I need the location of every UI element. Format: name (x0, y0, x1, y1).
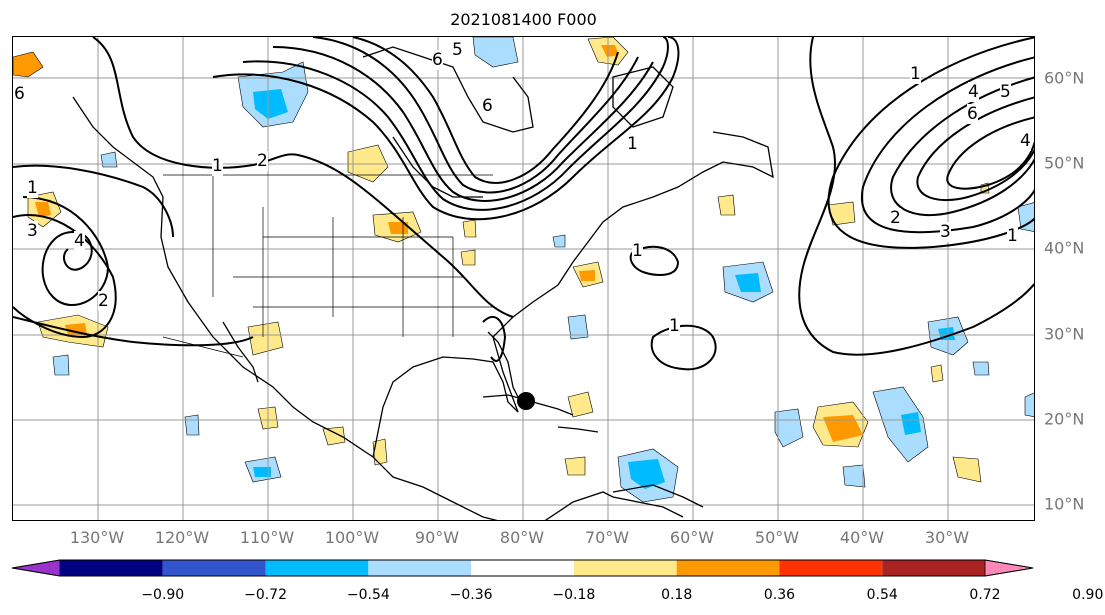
latitude-label: 10°N (1044, 494, 1085, 514)
longitude-label: 70°W (584, 528, 630, 547)
longitude-label: 100°W (324, 528, 380, 547)
longitude-label: 90°W (414, 528, 460, 547)
longitude-label: 120°W (154, 528, 210, 547)
storm-center-marker (517, 392, 535, 410)
coastlines (72, 46, 774, 520)
map-canvas (13, 37, 1034, 520)
positive-anomaly-fills (13, 37, 990, 483)
colorbar-tick-label: 0.18 (661, 587, 693, 603)
colorbar-tick-label: −0.54 (346, 587, 390, 603)
longitude-label: 110°W (239, 528, 295, 547)
latitude-label: 60°N (1044, 68, 1085, 88)
latitude-label: 50°N (1044, 153, 1085, 173)
colorbar-cell (471, 560, 574, 576)
colorbar-tick-label: −0.90 (141, 587, 185, 603)
longitude-label: 40°W (839, 528, 885, 547)
colorbar-cell (368, 560, 472, 576)
colorbar-tick-label: 0.72 (969, 587, 1001, 603)
colorbar-cell (162, 560, 266, 576)
colorbar-cell (573, 560, 677, 576)
colorbar-cell (882, 560, 985, 576)
colorbar-tick-label: 0.54 (866, 587, 898, 603)
colorbar-tick-label: −0.18 (552, 587, 596, 603)
colorbar-cell (265, 560, 369, 576)
colorbar-outline (11, 559, 1034, 577)
colorbar-tick-label: −0.36 (449, 587, 493, 603)
colorbar-cell (60, 560, 163, 576)
latitude-label: 40°N (1044, 238, 1085, 258)
colorbar-tick-label: −0.72 (244, 587, 287, 603)
latitude-label: 30°N (1044, 324, 1085, 344)
colorbar-tick-label: 0.36 (763, 587, 796, 603)
contour-lines (13, 37, 1034, 371)
colorbar-tick-label: 0.90 (1072, 587, 1104, 603)
map-title: 2021081400 F000 (450, 10, 597, 29)
colorbar (11, 559, 1034, 577)
latitude-label: 20°N (1044, 409, 1085, 429)
longitude-label: 30°W (924, 528, 970, 547)
colorbar-extend-high (984, 559, 1034, 577)
longitude-label: 130°W (69, 528, 125, 547)
colorbar-cell (676, 560, 780, 576)
longitude-label: 50°W (754, 528, 800, 547)
longitude-label: 80°W (499, 528, 545, 547)
longitude-label: 60°W (669, 528, 715, 547)
colorbar-extend-low (11, 559, 61, 577)
map-frame (12, 36, 1035, 521)
colorbar-cell (779, 560, 883, 576)
